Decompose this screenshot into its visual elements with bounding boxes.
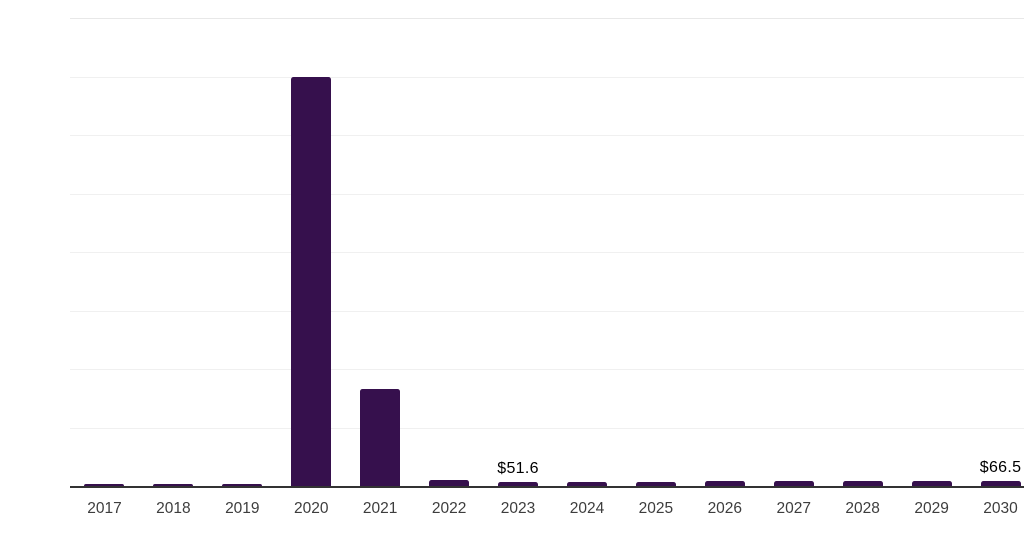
bar-2028[interactable] xyxy=(842,481,883,486)
gridline xyxy=(70,310,1024,312)
bar-2027[interactable] xyxy=(773,481,814,486)
bar-2025[interactable] xyxy=(635,481,676,486)
x-axis-label-2025: 2025 xyxy=(638,500,674,517)
gridline xyxy=(70,18,1024,19)
x-axis-label-2018: 2018 xyxy=(156,500,191,517)
gridline xyxy=(70,252,1024,253)
x-axis-label-2028: 2028 xyxy=(845,500,880,517)
gridline xyxy=(70,427,1024,429)
bar-2030[interactable] xyxy=(980,480,1021,486)
bar-2024[interactable] xyxy=(566,481,607,486)
gridline xyxy=(70,76,1024,78)
bar-2019[interactable] xyxy=(222,483,263,486)
value-label-2023: $51.6 xyxy=(497,459,539,477)
x-axis-line xyxy=(70,486,1024,488)
bar-2026[interactable] xyxy=(704,481,745,486)
gridline xyxy=(70,135,1024,136)
x-axis-label-2030: 2030 xyxy=(983,500,1018,517)
x-axis-label-2019: 2019 xyxy=(225,500,260,517)
x-axis-label-2021: 2021 xyxy=(362,500,398,517)
x-axis-label-2020: 2020 xyxy=(294,500,329,517)
x-axis-label-2017: 2017 xyxy=(87,500,122,517)
x-axis-label-2022: 2022 xyxy=(431,500,467,517)
bar-2020[interactable] xyxy=(291,76,332,486)
bar-chart: $51.6 $66.5 2017 2018 2019 2020 2021 2022 2023 2… xyxy=(40,16,1024,528)
bar-2023[interactable] xyxy=(498,481,539,486)
value-label-2030: $66.5 xyxy=(979,458,1022,476)
bar-2017[interactable] xyxy=(84,483,125,486)
bar-2021[interactable] xyxy=(360,388,401,486)
bar-2022[interactable] xyxy=(429,479,470,486)
x-axis-label-2029: 2029 xyxy=(914,500,949,517)
gridline xyxy=(70,369,1024,370)
bar-2029[interactable] xyxy=(911,480,952,486)
gridline xyxy=(70,193,1024,195)
bar-2018[interactable] xyxy=(153,483,194,486)
x-axis-label-2023: 2023 xyxy=(500,500,536,517)
x-axis-label-2024: 2024 xyxy=(569,500,605,517)
x-axis-label-2027: 2027 xyxy=(776,500,811,517)
plot-area: $51.6 $66.5 2017 2018 2019 2020 2021 2022 2023 2… xyxy=(70,16,1024,528)
x-axis-label-2026: 2026 xyxy=(707,500,743,517)
